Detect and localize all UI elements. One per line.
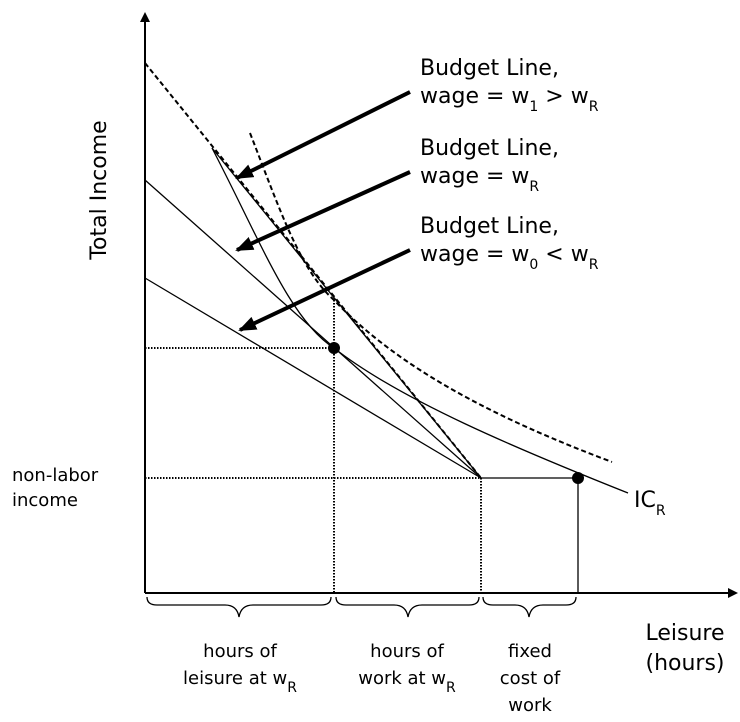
budget-line-title: Budget Line, [420, 136, 559, 161]
dashed-line [144, 62, 482, 479]
non-labor-label: non-labor [12, 465, 99, 486]
arrow [235, 170, 411, 252]
label: ICR [634, 488, 666, 519]
x-axis-label: Leisure [645, 621, 724, 646]
reservation-point [572, 472, 584, 484]
text-part: > w [538, 84, 588, 109]
bracket-label: leisure at wR [183, 668, 297, 696]
x-axis-label: (hours) [645, 651, 724, 676]
label: wage = w0 < wR [420, 242, 599, 273]
bracket-label: cost of [500, 668, 561, 689]
bracket-label: hours of [203, 641, 277, 662]
text-part: work [508, 695, 552, 716]
subscript: 0 [529, 257, 538, 273]
y-axis-label: Total Income [87, 120, 112, 260]
text-part: leisure at w [183, 668, 287, 689]
arrows [235, 90, 411, 332]
text-part: < w [538, 242, 588, 267]
label: wage = wR [420, 164, 539, 195]
bracket [335, 596, 480, 618]
budget-line-title: Budget Line, [420, 56, 559, 81]
budget-line-w0 [144, 277, 482, 479]
subscript: R [287, 680, 297, 696]
arrow [235, 90, 411, 180]
text-part: IC [634, 488, 656, 513]
bracket [146, 596, 332, 618]
subscript: R [529, 179, 539, 195]
text-part: wage = w [420, 164, 529, 189]
bracket-label: work at wR [358, 668, 456, 696]
brackets [146, 596, 577, 618]
text-part: wage = w [420, 242, 529, 267]
text-part: cost of [500, 668, 561, 689]
non-labor-label: income [12, 490, 78, 511]
bracket-label: fixed [508, 641, 552, 662]
bracket [482, 596, 577, 618]
ic-r-curve [211, 147, 629, 494]
subscript: R [589, 257, 599, 273]
subscript: 1 [529, 99, 538, 115]
guide-lines [145, 300, 482, 593]
bracket-label: hours of [370, 641, 444, 662]
subscript: R [446, 680, 456, 696]
budget-line-title: Budget Line, [420, 214, 559, 239]
tangency-point [328, 342, 340, 354]
curves [144, 62, 629, 494]
arrow [238, 248, 411, 332]
text-part: wage = w [420, 84, 529, 109]
label: wage = w1 > wR [420, 84, 599, 115]
higher-ic-curve [249, 132, 613, 463]
text-part: work at w [358, 668, 446, 689]
subscript: R [589, 99, 599, 115]
axes [140, 12, 738, 598]
text-part: hours of [203, 641, 277, 662]
text-part: fixed [508, 641, 552, 662]
subscript: R [656, 503, 666, 519]
text-part: hours of [370, 641, 444, 662]
bracket-label: work [508, 695, 552, 716]
